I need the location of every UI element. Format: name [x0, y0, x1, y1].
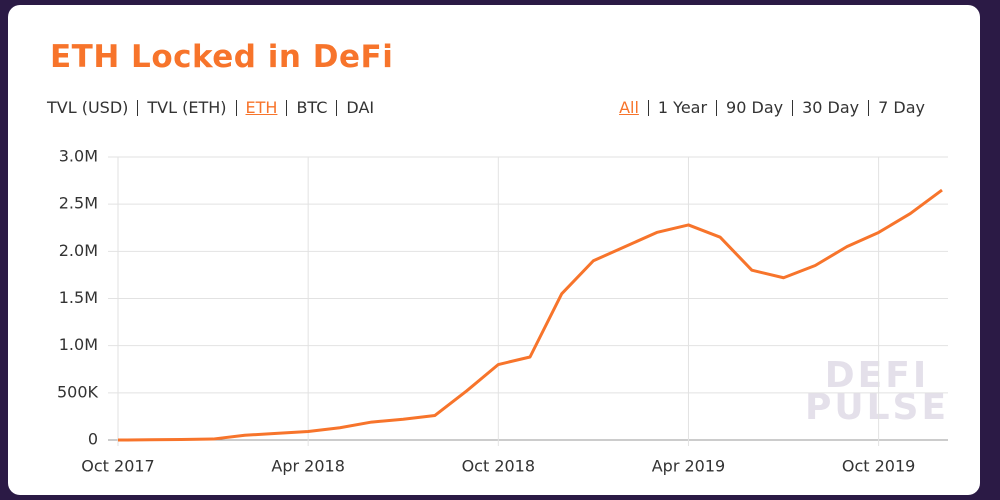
- range-tab[interactable]: 7 Day: [868, 100, 934, 116]
- y-tick-label: 1.5M: [59, 288, 98, 307]
- metric-tab[interactable]: DAI: [336, 100, 383, 116]
- watermark: DEFI: [825, 355, 929, 396]
- metric-tab[interactable]: BTC: [286, 100, 336, 116]
- data-line: [117, 188, 943, 442]
- x-tick-label: Apr 2018: [271, 457, 344, 476]
- x-tick-label: Oct 2019: [842, 457, 915, 476]
- x-tick-label: Apr 2019: [652, 457, 725, 476]
- metric-tabs: TVL (USD) TVL (ETH) ETH BTC DAI: [38, 100, 383, 116]
- range-tab[interactable]: All: [619, 98, 639, 117]
- watermark: PULSE: [805, 387, 949, 428]
- range-tabs: All 1 Year 90 Day 30 Day 7 Day: [610, 100, 934, 116]
- x-tick-label: Oct 2017: [81, 457, 154, 476]
- metric-tab[interactable]: ETH: [235, 100, 287, 116]
- range-tab[interactable]: 1 Year: [647, 100, 716, 116]
- y-tick-label: 2.5M: [59, 194, 98, 213]
- y-tick-label: 2.0M: [59, 241, 98, 260]
- y-tick-label: 500K: [57, 382, 99, 401]
- y-tick-label: 0: [88, 430, 98, 449]
- y-tick-label: 3.0M: [59, 147, 98, 166]
- range-tab[interactable]: 90 Day: [716, 100, 792, 116]
- range-tab[interactable]: 30 Day: [792, 100, 868, 116]
- x-tick-label: Oct 2018: [462, 457, 535, 476]
- y-tick-label: 1.0M: [59, 335, 98, 354]
- metric-tab[interactable]: TVL (ETH): [137, 100, 235, 116]
- card: ETH Locked in DeFi: [8, 5, 980, 495]
- chart-title: ETH Locked in DeFi: [50, 39, 394, 75]
- metric-tab[interactable]: TVL (USD): [47, 98, 129, 117]
